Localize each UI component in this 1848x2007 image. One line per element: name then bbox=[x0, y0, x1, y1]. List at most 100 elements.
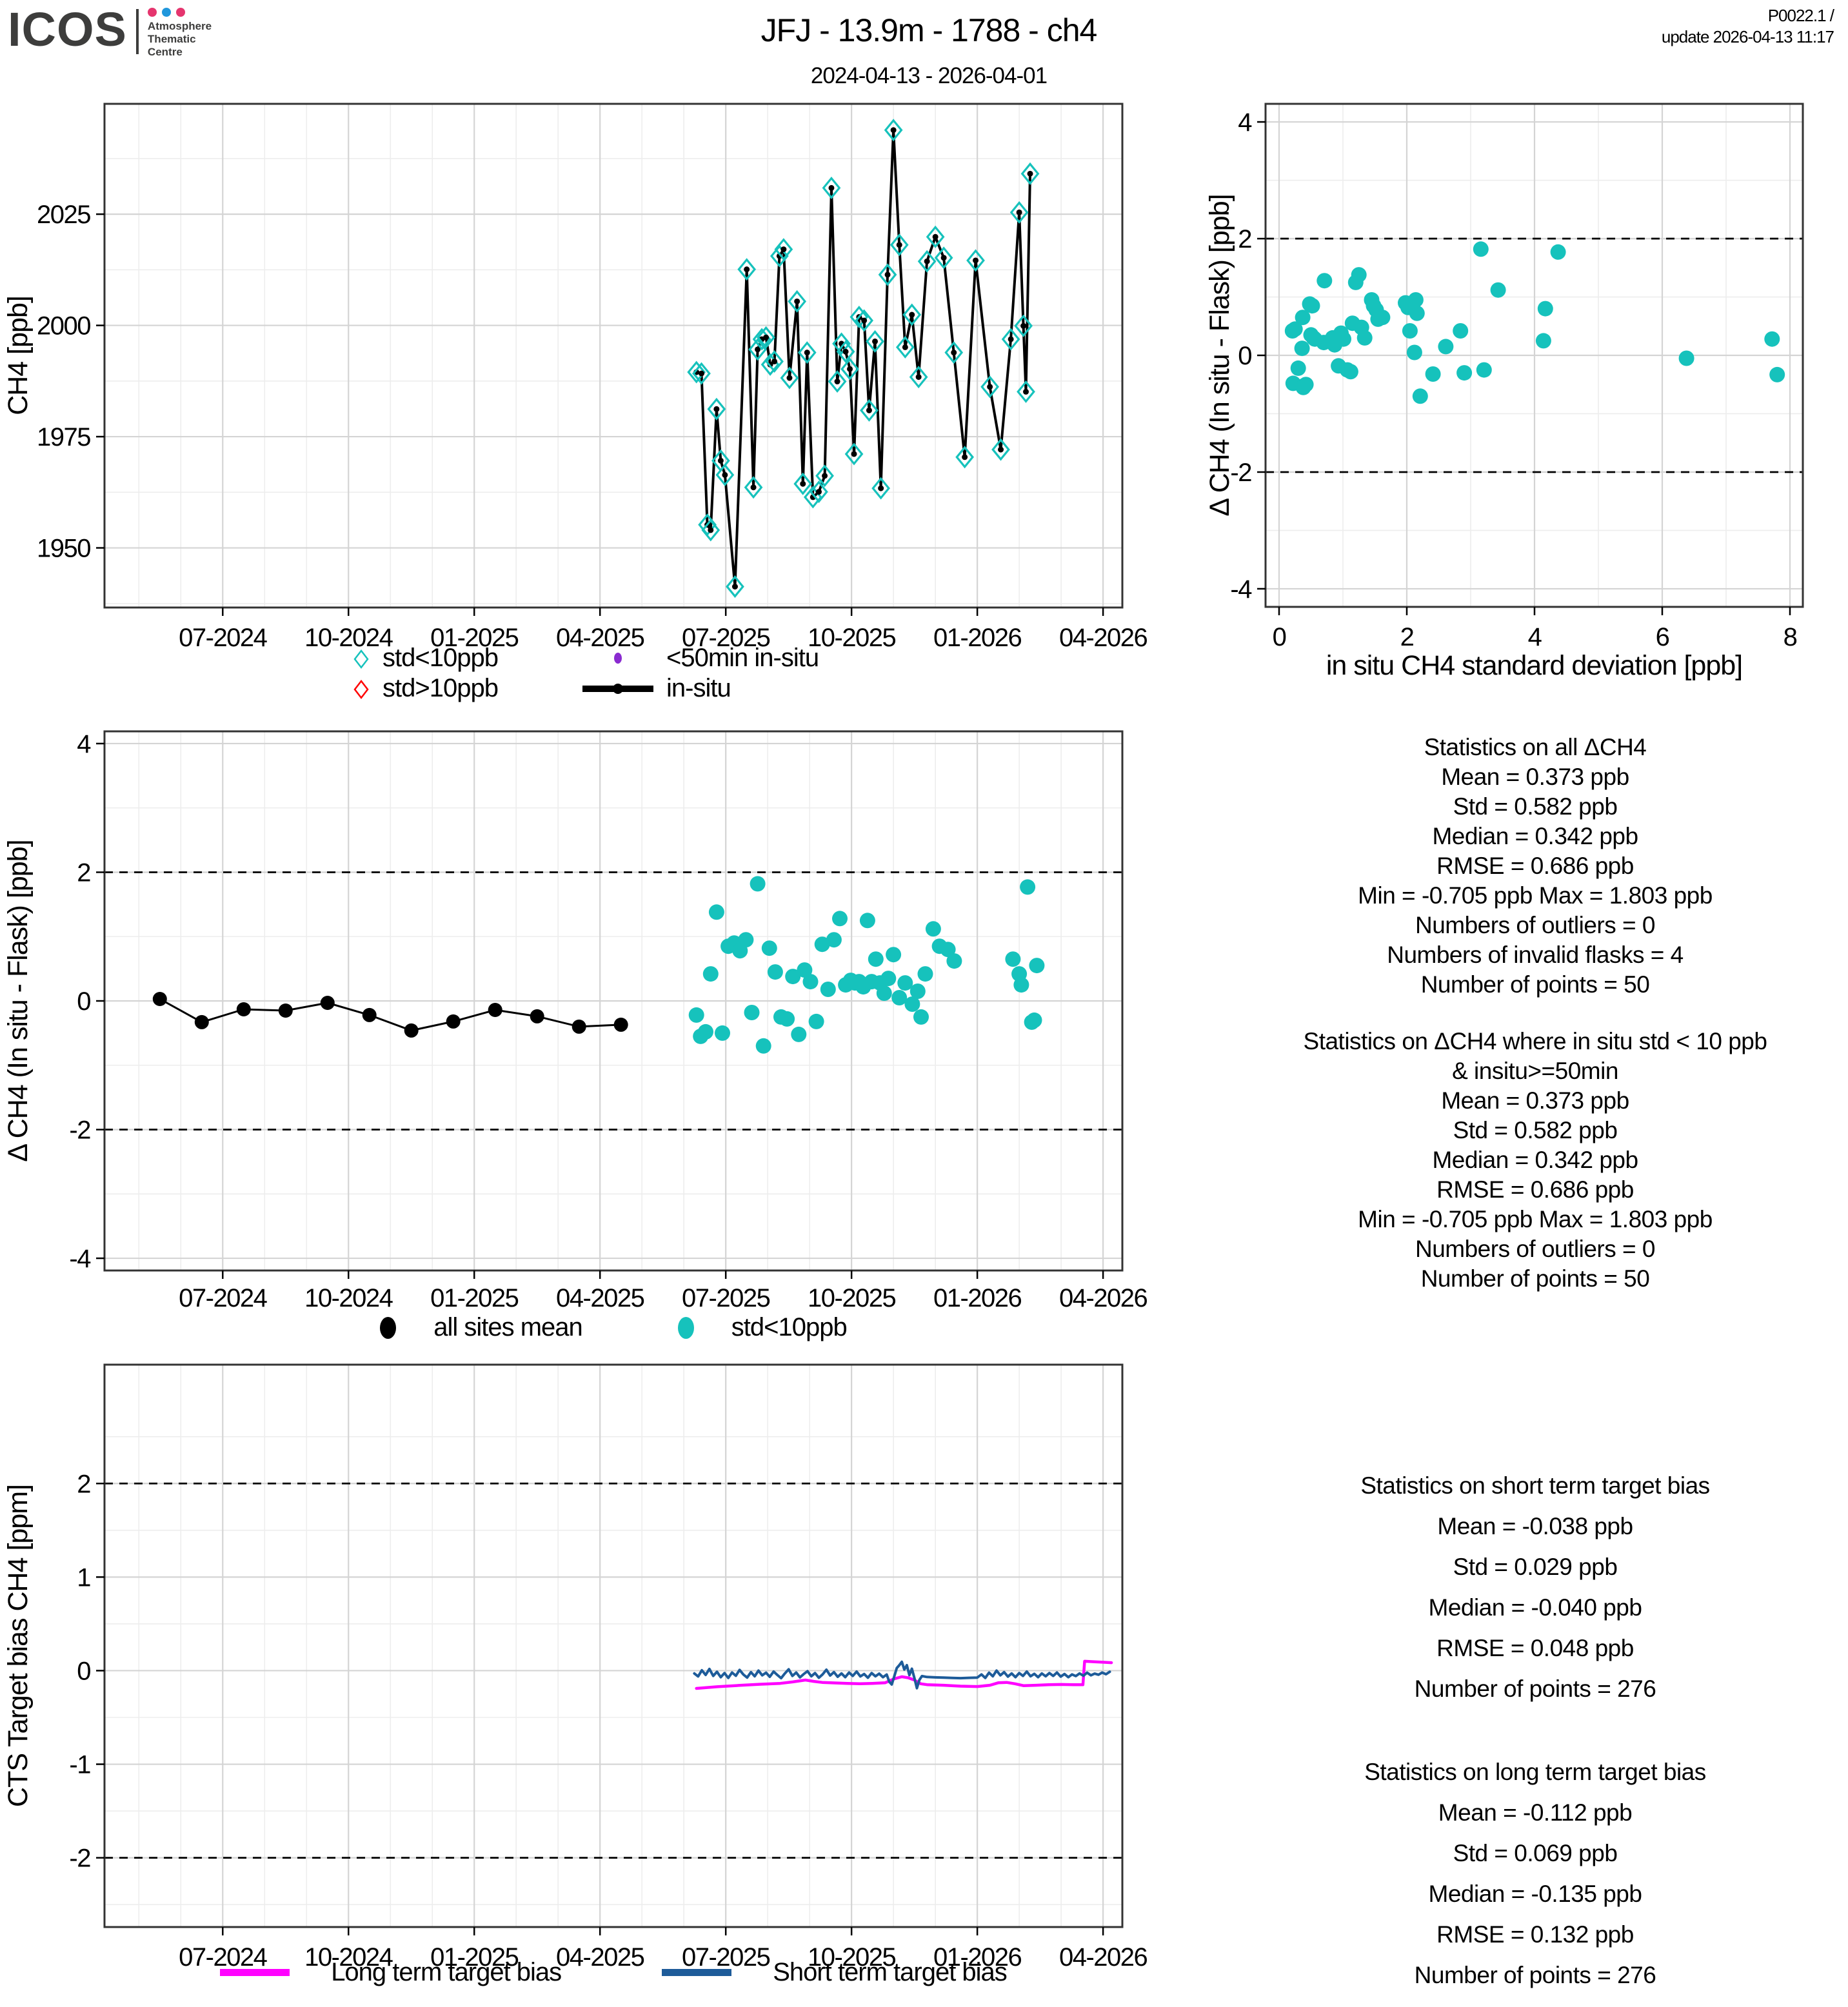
svg-text:2: 2 bbox=[77, 1470, 90, 1498]
logo-dot-pink-icon bbox=[147, 8, 157, 17]
svg-text:01-2025: 01-2025 bbox=[430, 1943, 519, 1972]
svg-text:04-2025: 04-2025 bbox=[556, 1943, 644, 1972]
svg-text:1950: 1950 bbox=[37, 535, 90, 563]
stats-line: RMSE = 0.686 ppb bbox=[1436, 853, 1634, 879]
legend-cyan-dot-icon bbox=[677, 1316, 694, 1339]
logo-dots-icon bbox=[147, 8, 212, 17]
svg-text:04-2025: 04-2025 bbox=[556, 1284, 644, 1312]
svg-text:8: 8 bbox=[1783, 623, 1797, 651]
svg-text:04-2026: 04-2026 bbox=[1059, 1284, 1148, 1312]
legend-label-long-term: Long term target bias bbox=[331, 1958, 562, 1986]
version-block: P0022.1 / update 2026-04-13 11:17 bbox=[1662, 5, 1834, 48]
legend-label-std-lt: std<10ppb bbox=[731, 1313, 848, 1341]
logo-dot-blue-icon bbox=[161, 8, 171, 17]
logo-sub-line: Thematic bbox=[147, 33, 196, 45]
stats-line: Numbers of outliers = 0 bbox=[1415, 912, 1656, 938]
stats-line: Mean = 0.373 ppb bbox=[1441, 1087, 1629, 1114]
stats-line: Min = -0.705 ppb Max = 1.803 ppb bbox=[1358, 1206, 1713, 1232]
stats-line: & insitu>=50min bbox=[1452, 1058, 1618, 1084]
stats-line: Statistics on long term target bias bbox=[1364, 1759, 1706, 1785]
stats-short-term-bias: Statistics on short term target bias Mea… bbox=[1222, 1465, 1848, 1709]
svg-text:2: 2 bbox=[1400, 623, 1414, 651]
svg-text:Δ CH4 (In situ - Flask) [ppb]: Δ CH4 (In situ - Flask) [ppb] bbox=[1204, 194, 1235, 516]
logo-sub-line: Atmosphere bbox=[147, 20, 212, 32]
svg-text:4: 4 bbox=[1238, 108, 1252, 137]
svg-text:-1: -1 bbox=[69, 1751, 90, 1779]
version-id: P0022.1 / bbox=[1767, 6, 1834, 25]
legend-insitu-line-icon bbox=[570, 683, 666, 694]
stats-line: Mean = -0.038 ppb bbox=[1437, 1513, 1633, 1539]
icos-logo: ICOS Atmosphere Thematic Centre bbox=[8, 4, 212, 59]
legend-black-dot-icon bbox=[380, 1316, 397, 1339]
stats-line: Median = 0.342 ppb bbox=[1432, 1147, 1638, 1173]
timeseries-legend: std<10ppb <50min in-situ std>10ppb in-si… bbox=[104, 644, 1122, 703]
svg-text:10-2025: 10-2025 bbox=[808, 1943, 896, 1972]
legend-diamond-cyan-icon bbox=[348, 649, 383, 669]
stats-line: Statistics on short term target bias bbox=[1360, 1472, 1710, 1499]
svg-text:07-2024: 07-2024 bbox=[179, 1284, 268, 1312]
svg-text:4: 4 bbox=[1528, 623, 1542, 651]
svg-text:04-2026: 04-2026 bbox=[1059, 1943, 1148, 1972]
title-block: JFJ - 13.9m - 1788 - ch4 2024-04-13 - 20… bbox=[464, 12, 1393, 89]
svg-text:2: 2 bbox=[1238, 225, 1251, 253]
logo-divider bbox=[135, 9, 139, 54]
svg-text:-2: -2 bbox=[69, 1844, 90, 1873]
stats-line: RMSE = 0.048 ppb bbox=[1436, 1635, 1634, 1661]
legend-label-all-sites: all sites mean bbox=[433, 1313, 583, 1341]
stats-line: Statistics on ΔCH4 where in situ std < 1… bbox=[1303, 1028, 1767, 1054]
cts-target-bias-chart: 07-2024 10-2024 01-2025 04-2025 07-2025 10-20… bbox=[3, 1363, 1148, 1972]
stats-line: Min = -0.705 ppb Max = 1.803 ppb bbox=[1358, 882, 1713, 909]
stats-line: Median = 0.342 ppb bbox=[1432, 823, 1638, 849]
svg-text:1: 1 bbox=[77, 1563, 90, 1592]
delta-timeseries-chart: 07-2024 10-2024 01-2025 04-2025 07-2025 10-20… bbox=[3, 730, 1148, 1312]
page-subtitle: 2024-04-13 - 2026-04-01 bbox=[810, 63, 1048, 88]
svg-text:0: 0 bbox=[77, 1657, 90, 1685]
svg-text:-4: -4 bbox=[1230, 575, 1252, 604]
stats-line: Std = 0.029 ppb bbox=[1453, 1554, 1618, 1580]
svg-text:2: 2 bbox=[77, 858, 90, 887]
stats-line: RMSE = 0.686 ppb bbox=[1436, 1176, 1634, 1203]
legend-label-insitu: in-situ bbox=[666, 674, 731, 702]
stats-line: Numbers of outliers = 0 bbox=[1415, 1236, 1656, 1262]
svg-text:01-2026: 01-2026 bbox=[933, 624, 1022, 652]
page-title: JFJ - 13.9m - 1788 - ch4 bbox=[760, 12, 1098, 48]
stats-line: Median = -0.040 ppb bbox=[1428, 1594, 1642, 1621]
svg-text:CTS Target bias CH4 [ppm]: CTS Target bias CH4 [ppm] bbox=[3, 1485, 34, 1807]
stats-line: Mean = -0.112 ppb bbox=[1438, 1799, 1633, 1826]
svg-text:01-2025: 01-2025 bbox=[430, 624, 519, 652]
legend-label-std-gt: std>10ppb bbox=[383, 674, 499, 702]
legend-purple-dot-icon bbox=[570, 653, 666, 664]
svg-text:-4: -4 bbox=[69, 1245, 91, 1273]
logo-sub-line: Centre bbox=[147, 46, 183, 58]
svg-text:01-2025: 01-2025 bbox=[430, 1284, 519, 1312]
logo-dot-pink-icon bbox=[175, 8, 185, 17]
icos-logo-text: ICOS bbox=[8, 3, 127, 56]
svg-text:in situ CH4 standard deviation: in situ CH4 standard deviation [ppb] bbox=[1326, 650, 1742, 681]
svg-text:07-2024: 07-2024 bbox=[179, 624, 268, 652]
legend-magenta-line-icon bbox=[220, 1969, 290, 1976]
svg-text:10-2025: 10-2025 bbox=[808, 1284, 896, 1312]
svg-text:10-2024: 10-2024 bbox=[304, 1943, 393, 1972]
svg-text:07-2025: 07-2025 bbox=[682, 1284, 770, 1312]
legend-label-short-term: Short term target bias bbox=[773, 1958, 1008, 1986]
stats-filtered-dch4: Statistics on ΔCH4 where in situ std < 1… bbox=[1222, 1027, 1848, 1294]
legend-diamond-red-icon bbox=[348, 679, 383, 699]
stats-line: Std = 0.582 ppb bbox=[1453, 793, 1618, 820]
stats-all-dch4: Statistics on all ΔCH4 Mean = 0.373 ppb … bbox=[1222, 733, 1848, 1000]
stats-line: Number of points = 50 bbox=[1420, 971, 1650, 998]
svg-text:01-2026: 01-2026 bbox=[933, 1284, 1022, 1312]
logo-atc-block: Atmosphere Thematic Centre bbox=[147, 8, 212, 59]
stats-line: Std = 0.069 ppb bbox=[1453, 1840, 1618, 1866]
svg-text:0: 0 bbox=[1273, 623, 1286, 651]
svg-text:4: 4 bbox=[77, 730, 91, 758]
svg-text:07-2024: 07-2024 bbox=[179, 1943, 268, 1972]
legend-navy-line-icon bbox=[662, 1969, 732, 1976]
delta-vs-std-scatter-chart: 0 2 4 6 8 -4 -2 0 2 4 Δ CH4 (In situ - Flask) [ppb… bbox=[1204, 103, 1804, 681]
svg-text:10-2024: 10-2024 bbox=[304, 1284, 393, 1312]
stats-line: Number of points = 276 bbox=[1414, 1962, 1656, 1988]
svg-text:-2: -2 bbox=[1230, 459, 1251, 487]
svg-text:04-2025: 04-2025 bbox=[556, 624, 644, 652]
svg-text:04-2026: 04-2026 bbox=[1059, 624, 1148, 652]
